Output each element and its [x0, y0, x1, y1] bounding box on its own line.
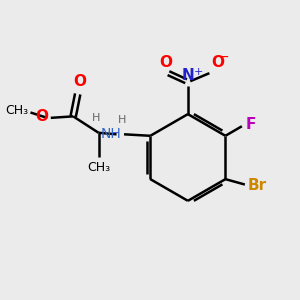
Text: CH₃: CH₃ [87, 161, 110, 174]
Text: O: O [74, 74, 87, 88]
Text: N: N [182, 68, 194, 83]
Text: O: O [35, 110, 48, 124]
Text: O: O [211, 55, 224, 70]
Text: O: O [159, 55, 172, 70]
Text: H: H [118, 115, 126, 125]
Text: +: + [194, 67, 203, 77]
Text: F: F [245, 117, 256, 132]
Text: −: − [218, 50, 230, 64]
Text: CH₃: CH₃ [5, 104, 29, 118]
Text: H: H [92, 113, 100, 123]
Text: NH: NH [101, 127, 122, 141]
Text: Br: Br [248, 178, 267, 193]
